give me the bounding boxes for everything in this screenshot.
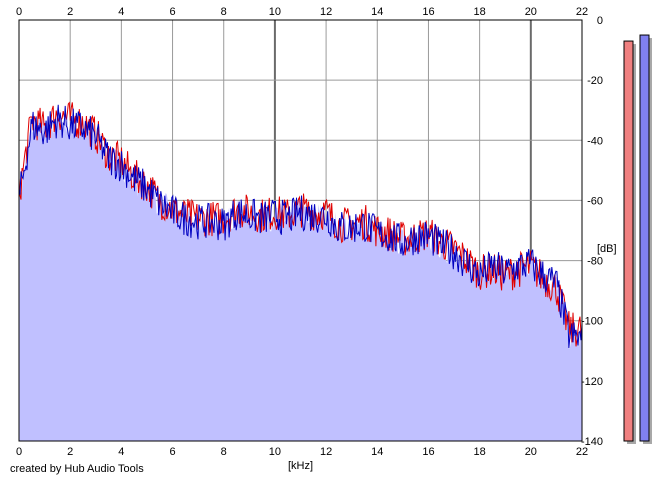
y-ticks: 0 -20 -40 -60 -80 -100 -120 -140 xyxy=(581,15,603,448)
y-axis-label: [dB] xyxy=(597,243,617,255)
x-tick-label-bottom: 4 xyxy=(118,446,124,458)
x-tick-label-top: 20 xyxy=(525,6,537,18)
y-tick-label: -80 xyxy=(587,256,603,268)
x-tick-label-bottom: 12 xyxy=(320,446,332,458)
x-tick-label-top: 4 xyxy=(118,6,124,18)
x-tick-label-top: 10 xyxy=(269,6,281,18)
x-ticks-top: 0 2 4 6 8 10 12 14 16 18 20 22 xyxy=(16,6,588,18)
y-tick-label: 0 xyxy=(597,15,603,27)
x-axis-label: [kHz] xyxy=(288,460,313,472)
x-tick-label-bottom: 14 xyxy=(371,446,383,458)
y-tick-label: -20 xyxy=(587,75,603,87)
x-tick-label-top: 2 xyxy=(67,6,73,18)
x-tick-label-bottom: 0 xyxy=(16,446,22,458)
plot-border xyxy=(18,19,583,442)
y-tick-label: -100 xyxy=(581,316,603,328)
y-tick-label: -60 xyxy=(587,195,603,207)
x-tick-label-top: 22 xyxy=(576,6,588,18)
x-tick-label-top: 6 xyxy=(169,6,175,18)
series-line-blue xyxy=(18,104,583,349)
series-line-red xyxy=(18,101,583,347)
x-tick-label-top: 14 xyxy=(371,6,383,18)
meter-left xyxy=(623,40,634,442)
x-tick-label-bottom: 22 xyxy=(576,446,588,458)
meter-right xyxy=(639,34,650,442)
y-tick-label: -120 xyxy=(581,376,603,388)
x-tick-label-bottom: 18 xyxy=(474,446,486,458)
x-tick-label-bottom: 10 xyxy=(269,446,281,458)
x-tick-label-bottom: 20 xyxy=(525,446,537,458)
plot-frame xyxy=(18,19,583,442)
spectrum-area xyxy=(19,106,582,442)
spectrum-fill-area xyxy=(19,106,582,442)
credit-text: created by Hub Audio Tools xyxy=(10,463,144,475)
x-tick-label-top: 8 xyxy=(221,6,227,18)
x-tick-label-top: 12 xyxy=(320,6,332,18)
x-tick-label-top: 18 xyxy=(474,6,486,18)
y-tick-label: -40 xyxy=(587,135,603,147)
x-tick-label-bottom: 6 xyxy=(169,446,175,458)
x-tick-label-bottom: 2 xyxy=(67,446,73,458)
y-tick-label: -140 xyxy=(581,436,603,448)
x-tick-label-bottom: 16 xyxy=(422,446,434,458)
x-tick-label-bottom: 8 xyxy=(221,446,227,458)
x-tick-label-top: 16 xyxy=(422,6,434,18)
level-meters xyxy=(623,34,652,445)
x-tick-label-top: 0 xyxy=(16,6,22,18)
spectrum-lines xyxy=(18,101,583,349)
x-ticks-bottom: 0 2 4 6 8 10 12 14 16 18 20 22 xyxy=(16,446,588,458)
